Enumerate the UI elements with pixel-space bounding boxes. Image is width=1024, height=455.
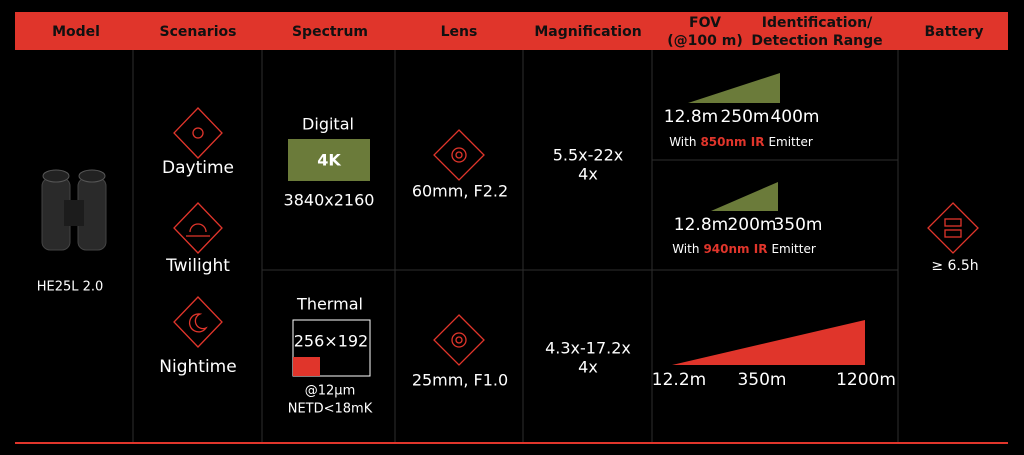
emitter-text: With [672,242,699,256]
detail: @12μm [305,384,355,399]
range-wedge [711,182,778,211]
binocular-image [41,169,107,251]
badge [292,319,371,377]
header-cell: FOV [689,15,721,31]
range-distance: 250m [720,107,769,127]
range-distance: 12.8m [664,107,718,127]
magnification: 4x [578,358,598,377]
grid-lines [132,50,899,443]
header-cell: Lens [441,24,478,40]
magnification: 5.5x-22x [553,146,624,165]
lens: 60mm, F2.2 [412,182,508,201]
emitter-text: With [669,135,696,149]
magnification: 4x [578,165,598,184]
range-distance: 400m [770,107,819,127]
scenario-label: Twilight [165,256,230,276]
scenario-label: Daytime [162,158,234,178]
spectrum-label: Digital [302,115,354,134]
range-wedge [688,73,780,103]
emitter-text: Emitter [768,135,812,149]
header-cell: Magnification [534,24,641,40]
range-distance: 12.2m [652,370,706,390]
battery-icon [927,202,979,254]
range-wedge [672,320,865,365]
header-cell: Detection Range [751,33,882,49]
emitter-highlight: 940nm IR [703,242,767,256]
badge-text: 4K [317,151,341,170]
emitter-note: With 940nm IR Emitter [672,242,816,256]
scenario-label: Nightime [159,357,236,377]
magnification: 4.3x-17.2x [545,339,631,358]
header-cell: Identification/ [762,15,873,31]
detail: NETD<18mK [288,402,373,417]
header-cell: Model [52,24,100,40]
lens: 25mm, F1.0 [412,371,508,390]
range-distance: 350m [773,215,822,235]
range-distance: 12.8m [674,215,728,235]
badge-fill [293,357,320,376]
header-cell: (@100 m) [667,33,742,49]
header-bar [15,12,1008,50]
lens-icons [433,129,485,366]
header-cell: Spectrum [292,24,368,40]
range-distance: 200m [727,215,776,235]
emitter-highlight: 850nm IR [700,135,764,149]
spectrum-label: Thermal [296,295,363,314]
badge-text: 256×192 [294,332,368,351]
scenario-icons [173,107,223,348]
header-cell: Scenarios [160,24,237,40]
emitter-note: With 850nm IR Emitter [669,135,813,149]
header-cell: Battery [924,24,983,40]
badge [288,139,370,181]
model-name: HE25L 2.0 [37,280,104,295]
emitter-text: Emitter [771,242,815,256]
range-distance: 1200m [836,370,896,390]
battery: ≥ 6.5h [931,258,978,274]
range-distance: 350m [737,370,786,390]
resolution: 3840x2160 [284,191,375,210]
